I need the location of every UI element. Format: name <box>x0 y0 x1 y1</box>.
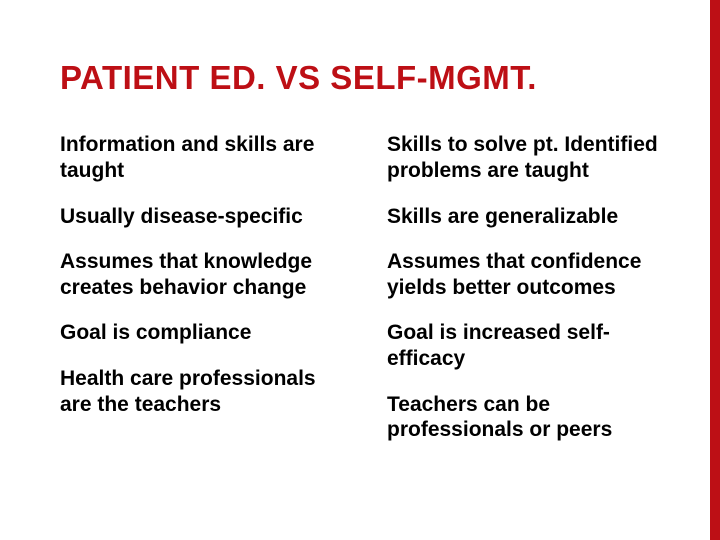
list-item: Teachers can be professionals or peers <box>387 392 670 443</box>
list-item: Usually disease-specific <box>60 204 343 230</box>
left-column: Information and skills are taught Usuall… <box>60 132 343 462</box>
list-item: Skills are generalizable <box>387 204 670 230</box>
list-item: Goal is compliance <box>60 320 343 346</box>
list-item: Skills to solve pt. Identified problems … <box>387 132 670 183</box>
list-item: Assumes that knowledge creates behavior … <box>60 249 343 300</box>
comparison-columns: Information and skills are taught Usuall… <box>60 132 670 462</box>
list-item: Health care professionals are the teache… <box>60 366 343 417</box>
list-item: Information and skills are taught <box>60 132 343 183</box>
right-column: Skills to solve pt. Identified problems … <box>387 132 670 462</box>
list-item: Goal is increased self-efficacy <box>387 320 670 371</box>
slide-title: PATIENT ED. VS SELF-MGMT. <box>60 60 670 96</box>
accent-bar <box>710 0 720 540</box>
list-item: Assumes that confidence yields better ou… <box>387 249 670 300</box>
slide-body: PATIENT ED. VS SELF-MGMT. Information an… <box>0 0 720 540</box>
